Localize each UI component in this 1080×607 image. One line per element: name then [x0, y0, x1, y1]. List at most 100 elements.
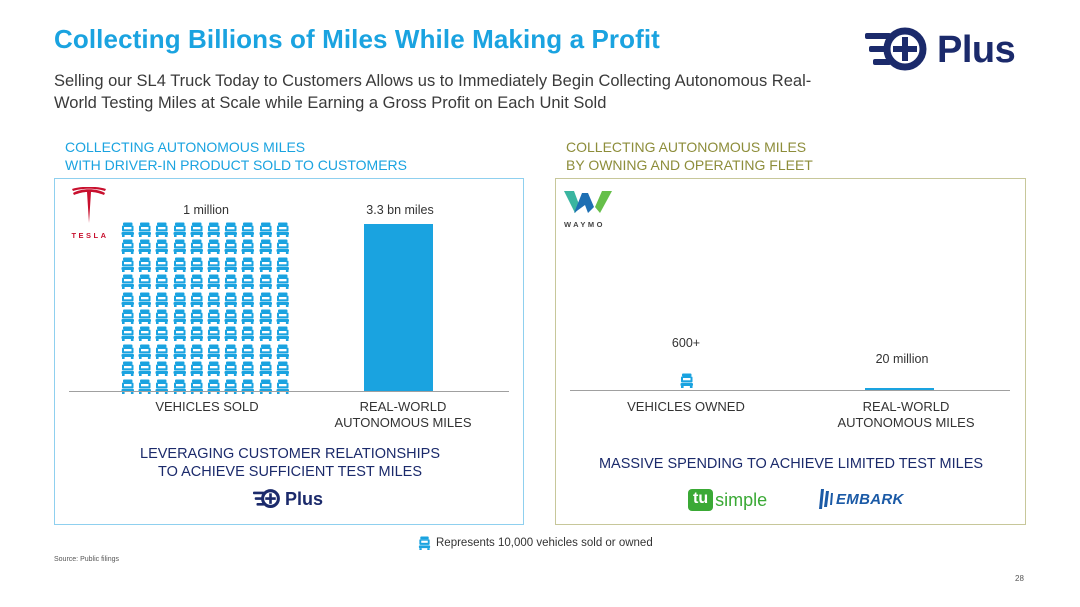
category-vehicles-sold: VEHICLES SOLD [155, 399, 259, 414]
truck-icon [155, 239, 169, 255]
truck-icon [155, 361, 169, 377]
truck-icon [241, 257, 255, 272]
source-note: Source: Public filings [54, 556, 119, 563]
truck-icon [276, 222, 289, 237]
tesla-logo: TESLA [67, 186, 111, 240]
truck-icon [207, 309, 220, 324]
truck-icon [259, 239, 272, 255]
truck-icon [173, 239, 186, 255]
truck-icon [680, 373, 693, 388]
truck-icon [207, 379, 220, 394]
truck-icon [241, 222, 255, 237]
vehicles-sold-icon-grid [121, 222, 296, 394]
left-panel-heading: COLLECTING AUTONOMOUS MILES WITH DRIVER-… [65, 139, 407, 173]
category-autonomous-miles-left: REAL-WORLD AUTONOMOUS MILES [334, 399, 472, 430]
truck-icon [241, 361, 255, 377]
truck-icon [276, 257, 289, 272]
truck-icon [173, 309, 186, 324]
truck-icon [259, 222, 272, 237]
truck-icon [241, 239, 255, 255]
right-panel-heading: COLLECTING AUTONOMOUS MILES BY OWNING AN… [566, 139, 813, 173]
truck-icon [224, 257, 238, 272]
truck-icon [224, 222, 238, 237]
truck-icon [259, 344, 272, 359]
truck-icon [121, 361, 134, 377]
truck-icon [259, 257, 272, 272]
truck-icon [207, 292, 220, 307]
miles-value-left: 3.3 bn miles [366, 203, 434, 217]
truck-icon [173, 292, 186, 307]
truck-icon [138, 379, 152, 394]
truck-icon [173, 344, 186, 359]
truck-icon [276, 274, 289, 290]
truck-icon [241, 344, 255, 359]
vehicles-owned-value: 600+ [671, 336, 701, 350]
truck-icon [190, 222, 203, 237]
truck-icon [241, 326, 255, 342]
truck-icon [190, 274, 203, 290]
truck-icon [155, 292, 169, 307]
waymo-w-icon [564, 191, 612, 213]
truck-icon [121, 309, 134, 324]
truck-icon [138, 309, 152, 324]
right-panel-message: MASSIVE SPENDING TO ACHIEVE LIMITED TEST… [598, 456, 984, 472]
truck-icon [207, 274, 220, 290]
truck-icon [138, 257, 152, 272]
plus-mini-logo-text: Plus [285, 488, 324, 509]
miles-bar-left [364, 224, 433, 391]
truck-icon [259, 309, 272, 324]
truck-icon [224, 361, 238, 377]
truck-icon [224, 344, 238, 359]
truck-icon [190, 326, 203, 342]
truck-icon [207, 222, 220, 237]
right-panel: WAYMO 600+ 20 million VEHICLES OWNED REA… [555, 178, 1026, 525]
truck-icon [190, 257, 203, 272]
truck-icon [121, 326, 134, 342]
waymo-logo: WAYMO [562, 187, 622, 229]
plus-mini-logo: Plus [253, 488, 323, 510]
plus-logo-text: Plus [937, 28, 1016, 71]
truck-icon [207, 344, 220, 359]
truck-icon [276, 326, 289, 342]
truck-icon [207, 257, 220, 272]
legend: Represents 10,000 vehicles sold or owned [418, 536, 653, 550]
truck-icon [241, 309, 255, 324]
truck-icon [241, 274, 255, 290]
vehicles-sold-value: 1 million [183, 203, 229, 217]
axis-line-left [69, 391, 509, 392]
truck-icon [121, 222, 134, 237]
truck-icon [207, 326, 220, 342]
truck-icon [276, 292, 289, 307]
truck-icon [190, 292, 203, 307]
truck-icon [276, 379, 289, 394]
truck-icon [259, 361, 272, 377]
truck-icon [259, 292, 272, 307]
truck-icon [224, 274, 238, 290]
miles-value-right: 20 million [875, 352, 929, 366]
truck-icon [173, 274, 186, 290]
truck-icon [259, 379, 272, 394]
truck-icon [138, 361, 152, 377]
truck-icon [155, 274, 169, 290]
truck-icon [155, 344, 169, 359]
plus-mini-logo-icon [253, 489, 280, 508]
truck-icon [190, 239, 203, 255]
truck-icon [138, 222, 152, 237]
truck-icon [138, 239, 152, 255]
truck-icon [190, 379, 203, 394]
truck-icon [190, 361, 203, 377]
miles-bar-right [865, 388, 934, 390]
truck-icon [224, 326, 238, 342]
truck-icon [276, 344, 289, 359]
tesla-logo-text: TESLA [71, 231, 109, 240]
truck-icon [241, 292, 255, 307]
embark-logo-text: EMBARK [836, 490, 904, 508]
waymo-logo-text: WAYMO [564, 220, 605, 229]
truck-icon [224, 292, 238, 307]
axis-line-right [570, 390, 1010, 391]
truck-icon [155, 222, 169, 237]
truck-icon [190, 309, 203, 324]
legend-text: Represents 10,000 vehicles sold or owned [436, 537, 653, 549]
tusimple-logo-tu: tu [688, 489, 714, 511]
truck-icon [121, 292, 134, 307]
